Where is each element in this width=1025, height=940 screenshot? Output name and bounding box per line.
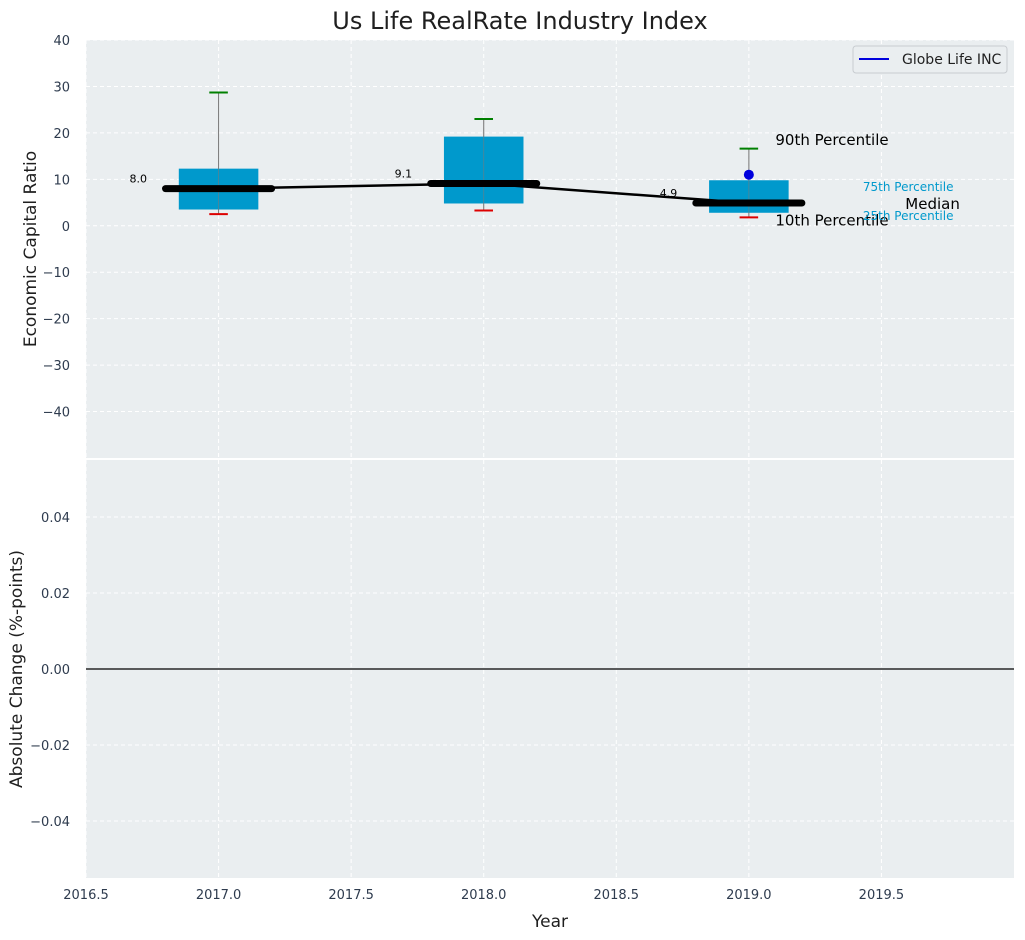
y-tick-label: 0.00 [41, 663, 70, 678]
annotation-median: Median [905, 195, 960, 213]
x-tick-label: 2017.5 [328, 888, 374, 903]
y-tick-label: 0.04 [41, 511, 70, 526]
annotation-p90: 90th Percentile [775, 131, 888, 149]
top-panel-background [86, 40, 1014, 458]
percentile-annotations: 90th Percentile 10th Percentile 75th Perce… [775, 131, 959, 229]
y-tick-label: −0.04 [30, 815, 70, 830]
annotation-p75: 75th Percentile [863, 180, 954, 194]
annotation-p25: 25th Percentile [863, 209, 954, 223]
y-tick-label: 40 [53, 34, 70, 49]
y-tick-label: −40 [43, 406, 70, 421]
x-tick-label: 2017.0 [196, 888, 242, 903]
bottom-panel: −0.04 −0.02 0.00 0.02 0.04 2016.5 2017.0 2017.… [7, 460, 1014, 932]
x-ticks: 2016.5 2017.0 2017.5 2018.0 2018.5 2019.0 2019… [63, 888, 904, 903]
legend-entry: Globe Life INC [902, 52, 1002, 68]
bottom-y-ticks: −0.04 −0.02 0.00 0.02 0.04 [30, 511, 70, 830]
company-point [743, 169, 754, 180]
y-tick-label: −10 [43, 266, 70, 281]
y-tick-label: −20 [43, 313, 70, 328]
top-y-ticks: −40 −30 −20 −10 0 10 20 30 40 [43, 34, 70, 421]
y-tick-label: 30 [53, 80, 70, 95]
annotation-p10: 10th Percentile [775, 211, 888, 229]
median-value-label: 9.1 [395, 168, 413, 181]
box-plots: 8.0 9.14.9 [129, 91, 806, 219]
median-value-label: 8.0 [129, 173, 147, 186]
x-tick-label: 2018.5 [594, 888, 640, 903]
top-y-axis-label: Economic Capital Ratio [21, 151, 41, 347]
bottom-y-axis-label: Absolute Change (%-points) [7, 550, 27, 788]
y-tick-label: 10 [53, 173, 70, 188]
x-tick-label: 2018.0 [461, 888, 507, 903]
y-tick-label: −0.02 [30, 739, 70, 754]
legend: Globe Life INC [852, 45, 1008, 74]
median-trend-line [218, 182, 749, 205]
x-tick-label: 2019.5 [859, 888, 905, 903]
y-tick-label: 20 [53, 127, 70, 142]
x-axis-label: Year [531, 912, 568, 932]
chart-title: Us Life RealRate Industry Index [332, 7, 707, 35]
x-tick-label: 2016.5 [63, 888, 109, 903]
legend-box [852, 45, 1008, 74]
y-tick-label: 0 [62, 220, 70, 235]
y-tick-label: −30 [43, 359, 70, 374]
x-tick-label: 2019.0 [726, 888, 772, 903]
y-tick-label: 0.02 [41, 587, 70, 602]
